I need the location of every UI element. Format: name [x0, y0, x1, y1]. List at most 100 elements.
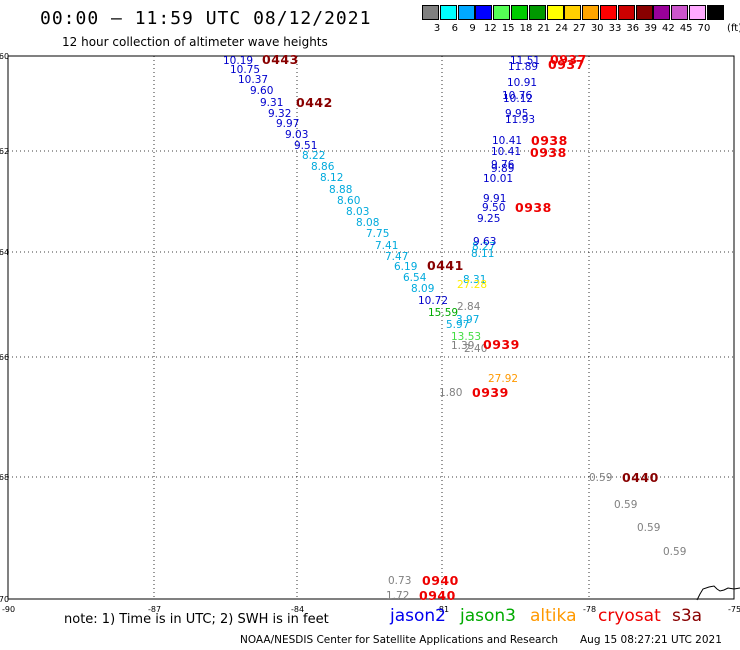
legend-label: 30: [590, 23, 604, 34]
swh-value-label: 8.22: [302, 150, 325, 162]
swh-value-label: 8.60: [337, 195, 360, 207]
time-tag-label: 0938: [515, 200, 552, 215]
swh-value-label: 9.50: [482, 202, 505, 214]
swh-value-label: 9.91: [483, 193, 506, 205]
satellite-name: altika: [530, 606, 577, 626]
legend-swatch: [564, 5, 582, 20]
observation-labels: 10.1910.7510.379.609.319.329.979.039.518…: [223, 55, 686, 602]
swh-value-label: 3.97: [456, 314, 479, 326]
swh-value-label: 9.76: [491, 159, 515, 171]
swh-value-label: 0.59: [663, 546, 686, 558]
swh-value-label: 8.03: [346, 206, 369, 218]
legend-swatch: [546, 5, 564, 20]
lat-tick-label: -64: [0, 248, 9, 257]
legend-swatch: [493, 5, 511, 20]
chart-title: 00:00 – 11:59 UTC 08/12/2021: [40, 8, 372, 29]
swh-value-label: 2.84: [457, 301, 481, 313]
swh-value-label: 10.37: [238, 74, 268, 86]
swh-value-label: 8.08: [356, 217, 379, 229]
swh-value-label: 27.92: [488, 373, 518, 385]
legend-label: 39: [644, 23, 657, 34]
legend-swatch: [653, 5, 671, 20]
swh-value-label: 9.63: [473, 236, 496, 248]
legend-label: 42: [662, 23, 675, 34]
lon-tick-label: -75: [728, 605, 740, 614]
legend-swatch: [475, 5, 493, 20]
legend-swatch: [582, 5, 600, 20]
legend-swatch: [635, 5, 653, 20]
legend-swatch: [511, 5, 528, 20]
legend-swatch: [706, 5, 724, 20]
time-tag-label: 0938: [530, 145, 567, 160]
legend-swatch: [457, 5, 475, 20]
swh-value-label: 10.41: [492, 135, 522, 147]
swh-value-label: 15.59: [428, 307, 458, 319]
time-tag-label: 0937: [548, 57, 585, 72]
swh-value-label: 5.97: [446, 319, 469, 331]
time-tag-label: 0940: [422, 573, 459, 588]
time-tags: 0443044204410440093709370938093809380939…: [262, 52, 659, 603]
legend-label: 27: [573, 23, 586, 34]
swh-value-label: 10.19: [223, 55, 253, 67]
legend-swatch: [617, 5, 635, 20]
coastline: [696, 585, 740, 601]
swh-value-label: 13.53: [451, 331, 481, 343]
swh-value-label: 11.51: [510, 55, 540, 67]
swh-value-label: 0.59: [614, 499, 637, 511]
units-note: note: 1) Time is in UTC; 2) SWH is in fe…: [64, 612, 329, 627]
swh-value-label: 10.91: [507, 77, 537, 89]
swh-value-label: 8.88: [329, 184, 352, 196]
swh-value-label: 27.28: [457, 279, 487, 291]
time-tag-label: 0440: [622, 470, 659, 485]
swh-value-label: 9.95: [505, 108, 528, 120]
swh-value-label: 1.72: [386, 590, 409, 602]
credit-line: NOAA/NESDIS Center for Satellite Applica…: [240, 634, 558, 646]
swh-value-label: 11.93: [505, 114, 535, 126]
swh-value-label: 10.01: [483, 173, 513, 185]
swh-value-label: 10.72: [418, 295, 448, 307]
coastline-path: [696, 585, 740, 601]
legend-label: 36: [626, 23, 640, 34]
swh-value-label: 9.89: [491, 163, 514, 175]
lon-tick-label: -90: [2, 605, 15, 614]
legend-label: 18: [519, 23, 533, 34]
swh-value-label: 10.41: [491, 146, 521, 158]
legend-swatch: [671, 5, 689, 20]
swh-value-label: 1.39: [451, 340, 474, 352]
legend-label: 12: [484, 23, 497, 34]
swh-value-label: 9.51: [294, 140, 317, 152]
legend-label: 45: [679, 23, 693, 34]
legend-label: 9: [469, 23, 476, 34]
swh-value-label: 8.31: [463, 274, 486, 286]
map-grid: [7, 55, 735, 600]
swh-value-label: 0.73: [388, 575, 411, 587]
lat-tick-label: -70: [0, 595, 9, 604]
swh-value-label: 7.47: [385, 251, 408, 263]
legend-swatch: [528, 5, 546, 20]
swh-value-label: 8.11: [471, 248, 494, 260]
satellite-name: cryosat: [598, 606, 661, 626]
legend-swatch: [600, 5, 617, 20]
swh-value-label: 10.75: [230, 64, 260, 76]
legend-swatch: [422, 5, 439, 20]
swh-value-label: 9.60: [250, 85, 273, 97]
swh-value-label: 9.25: [477, 213, 500, 225]
swh-value-label: 8.27: [472, 241, 495, 253]
lon-tick-label: -84: [291, 605, 304, 614]
swh-value-label: 0.59: [589, 472, 612, 484]
legend-swatch: [439, 5, 457, 20]
legend-label: 6: [451, 23, 458, 34]
generated-timestamp: Aug 15 08:27:21 UTC 2021: [580, 634, 722, 646]
time-tag-label: 0441: [427, 258, 464, 273]
swh-value-label: 0.59: [637, 522, 660, 534]
lat-tick-label: -66: [0, 353, 9, 362]
lat-tick-label: -60: [0, 52, 9, 61]
time-tag-label: 0940: [419, 588, 456, 603]
legend-label: 70: [697, 23, 711, 34]
swh-value-label: 8.86: [311, 161, 335, 173]
swh-value-label: 10.76: [502, 90, 532, 102]
satellite-name: jason3: [460, 606, 516, 626]
swh-value-label: 11.89: [508, 61, 538, 73]
time-tag-label: 0443: [262, 52, 299, 67]
